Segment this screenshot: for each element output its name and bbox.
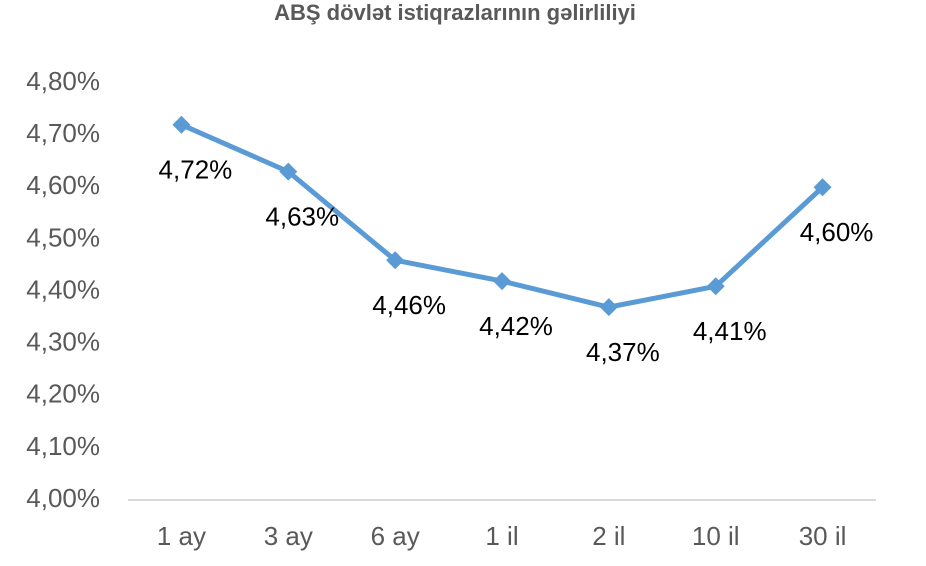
marker	[172, 115, 191, 134]
value-label: 4,42%	[479, 311, 553, 341]
value-label: 4,63%	[265, 201, 339, 231]
y-tick-label: 4,50%	[26, 222, 100, 252]
x-tick-label: 1 il	[485, 521, 518, 551]
value-label: 4,37%	[586, 337, 660, 367]
value-label: 4,46%	[372, 290, 446, 320]
marker	[706, 277, 725, 296]
y-tick-label: 4,80%	[26, 66, 100, 96]
chart-title: ABŞ dövlət istiqrazlarının gəlirliliyi	[274, 0, 636, 25]
x-tick-label: 1 ay	[157, 521, 206, 551]
marker	[279, 162, 298, 181]
marker	[493, 272, 511, 291]
y-tick-label: 4,40%	[26, 274, 100, 304]
value-label: 4,72%	[159, 155, 233, 185]
marker	[386, 251, 405, 270]
x-tick-label: 6 ay	[371, 521, 420, 551]
x-tick-label: 2 il	[592, 521, 625, 551]
marker	[599, 298, 618, 317]
y-tick-label: 4,00%	[26, 483, 100, 513]
marker	[813, 178, 832, 197]
x-tick-label: 3 ay	[264, 521, 313, 551]
y-tick-label: 4,20%	[26, 379, 100, 409]
x-tick-label: 10 il	[692, 521, 740, 551]
y-tick-label: 4,10%	[26, 431, 100, 461]
y-tick-label: 4,70%	[26, 118, 100, 148]
value-label: 4,41%	[693, 316, 767, 346]
value-label: 4,60%	[800, 217, 874, 247]
y-tick-label: 4,60%	[26, 170, 100, 200]
x-tick-label: 30 il	[799, 521, 847, 551]
y-tick-label: 4,30%	[26, 327, 100, 357]
